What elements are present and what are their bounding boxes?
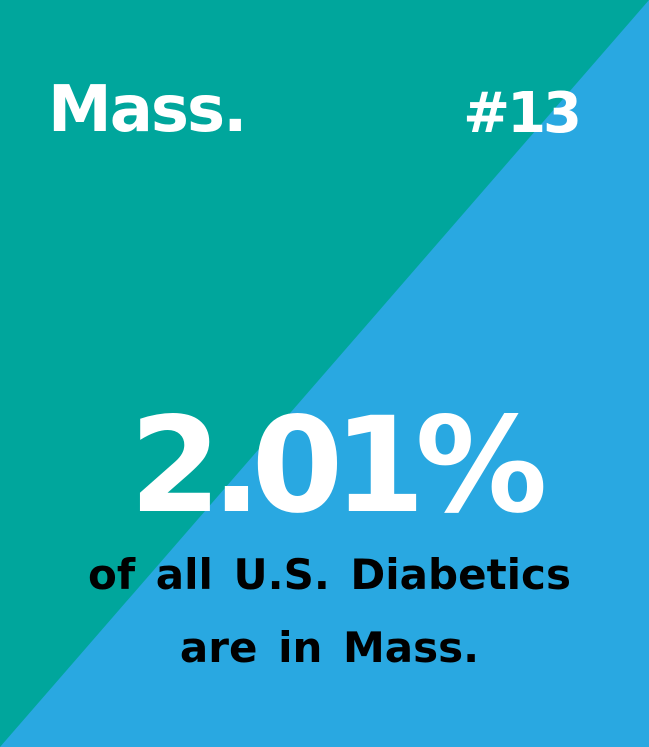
state-abbreviation: Mass. <box>48 73 247 147</box>
stat-description-line-1: of all U.S. Diabetics <box>88 550 571 599</box>
stat-description-line-2: are in Mass. <box>179 623 480 672</box>
diabetics-percentage: 2.01% <box>129 389 548 543</box>
state-rank: #13 <box>463 81 582 146</box>
